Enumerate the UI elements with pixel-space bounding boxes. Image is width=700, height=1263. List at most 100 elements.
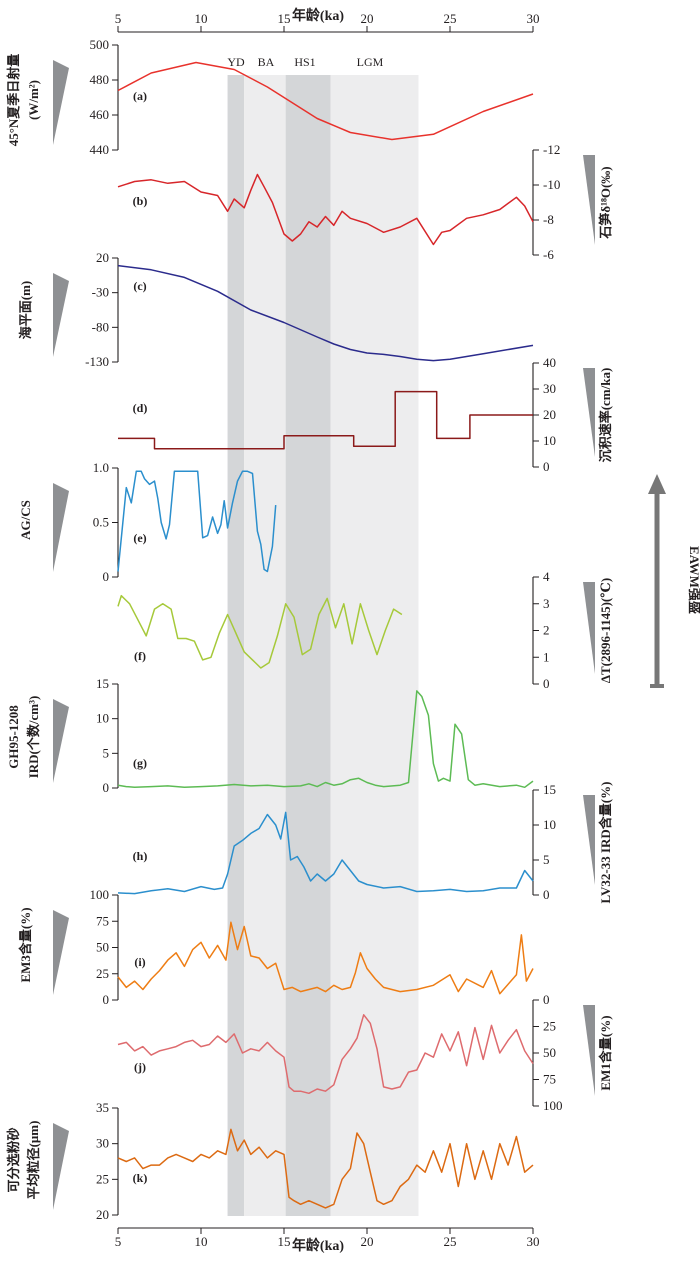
panel-label-k: (k): [133, 1171, 148, 1185]
band-label-ba: BA: [258, 55, 275, 69]
y-tick-label-k: 35: [96, 1100, 109, 1115]
panel-label-i: (i): [134, 955, 145, 969]
panel-label-g: (g): [133, 756, 147, 770]
y-tick-label-c: -80: [92, 319, 109, 334]
y-tick-label-h: 15: [543, 782, 556, 797]
trend-wedge-h: [583, 795, 595, 885]
series-line-d: [118, 390, 533, 450]
band-label-hs1: HS1: [294, 55, 315, 69]
y-tick-label-j: 75: [543, 1072, 556, 1087]
eawm-arrow-head: [648, 474, 666, 494]
panel-e: 0 0.5 1.0 (e) AG/CS: [18, 460, 277, 584]
top-x-tick-label: 10: [195, 11, 208, 26]
y-tick-label-g: 5: [103, 745, 110, 760]
series-line-g: [117, 690, 534, 789]
y-axis-title-2-a: (W/m²): [26, 80, 41, 120]
y-axis-title-b: 石笋δ¹⁸O(‰): [598, 166, 613, 239]
y-tick-label-d: 10: [543, 433, 556, 448]
trend-wedge-b: [583, 155, 595, 245]
y-tick-label-i: 100: [90, 887, 110, 902]
y-tick-label-j: 100: [543, 1098, 563, 1113]
series-line-k: [117, 1128, 534, 1209]
y-tick-label-b: -6: [543, 247, 554, 262]
band-ba: [244, 75, 286, 1216]
y-tick-label-d: 20: [543, 407, 556, 422]
y-tick-label-j: 25: [543, 1019, 556, 1034]
trend-wedge-i: [53, 910, 69, 995]
series-line-b: [117, 173, 534, 246]
y-tick-label-a: 460: [90, 107, 110, 122]
series-line-f: [117, 594, 403, 669]
panel-label-c: (c): [133, 279, 146, 293]
y-tick-label-c: 20: [96, 250, 109, 265]
top-x-tick-label: 20: [361, 11, 374, 26]
y-tick-label-k: 30: [96, 1136, 109, 1151]
panel-g: 0 5 10 15 (g) GH95-1208 IRD(个数/cm³): [6, 676, 534, 795]
eawm-arrow: EAWM强盛: [648, 474, 700, 688]
y-axis-title-j: EM1含量(%): [598, 1015, 613, 1090]
y-tick-label-f: 2: [543, 623, 550, 638]
y-tick-label-i: 75: [96, 913, 109, 928]
y-tick-label-a: 480: [90, 72, 110, 87]
age-axes: 5 10 15 20 25 30 5 10 15 20 25 30: [115, 11, 540, 1249]
top-x-axis-title: 年龄(ka): [292, 7, 344, 24]
y-axis-title-h: LV32-33 IRD含量(%): [598, 782, 613, 904]
panel-label-b: (b): [133, 194, 148, 208]
y-tick-label-g: 0: [103, 780, 110, 795]
y-tick-label-e: 0.5: [93, 515, 109, 530]
panel-h: 0 5 10 15 (h) LV32-33 IRD含量(%): [117, 782, 613, 904]
trend-wedge-f: [583, 582, 595, 674]
y-axis-title-f: ΔT(2896-1145)(℃): [598, 578, 613, 683]
series-line-h: [117, 811, 534, 895]
series-line-a: [117, 61, 534, 141]
trend-wedge-j: [583, 1005, 595, 1096]
y-axis-title-i: EM3含量(%): [18, 907, 33, 982]
trend-wedge-k: [53, 1123, 69, 1210]
y-tick-label-a: 500: [90, 37, 110, 52]
panel-j: 0 25 50 75 100 (j) EM1含量(%): [117, 992, 613, 1113]
y-axis-title-g: GH95-1208: [6, 705, 21, 769]
y-tick-label-j: 50: [543, 1045, 556, 1060]
panel-label-a: (a): [133, 89, 147, 103]
y-tick-label-c: -130: [85, 354, 109, 369]
y-tick-label-h: 5: [543, 852, 550, 867]
y-axis-title-d: 沉积速率(cm/ka): [598, 368, 613, 463]
bottom-x-tick-label: 30: [527, 1234, 540, 1249]
bottom-x-tick-label: 25: [444, 1234, 457, 1249]
panel-label-f: (f): [134, 649, 146, 663]
bottom-x-tick-label: 20: [361, 1234, 374, 1249]
y-tick-label-f: 3: [543, 596, 550, 611]
top-x-tick-label: 15: [278, 11, 291, 26]
panel-b: -12 -10 -8 -6 (b) 石笋δ¹⁸O(‰): [117, 142, 613, 262]
y-tick-label-e: 0: [103, 569, 110, 584]
panel-f: 0 1 2 3 4 (f) ΔT(2896-1145)(℃): [117, 569, 613, 691]
eawm-label: EAWM强盛: [687, 546, 700, 614]
y-tick-label-h: 10: [543, 817, 556, 832]
series-line-i: [117, 921, 534, 995]
y-tick-label-i: 0: [103, 992, 110, 1007]
top-x-tick-label: 5: [115, 11, 122, 26]
y-tick-label-g: 15: [96, 676, 109, 691]
y-tick-label-i: 25: [96, 966, 109, 981]
panel-d: 0 10 20 30 40 (d) 沉积速率(cm/ka): [118, 355, 613, 474]
series-line-c: [117, 264, 534, 362]
series-line-e: [117, 470, 277, 573]
y-tick-label-h: 0: [543, 887, 550, 902]
panel-a: 440 460 480 500 (a) 45°N夏季日射量 (W/m²): [6, 37, 534, 157]
panel-i: 0 25 50 75 100 (i) EM3含量(%): [18, 887, 534, 1007]
y-tick-label-d: 40: [543, 355, 556, 370]
top-x-tick-label: 30: [527, 11, 540, 26]
y-tick-label-d: 0: [543, 459, 550, 474]
panel-label-e: (e): [133, 531, 146, 545]
y-axis-title-c: 海平面(m): [18, 281, 33, 340]
y-tick-label-e: 1.0: [93, 460, 109, 475]
panel-k: 20 25 30 35 (k) 可分选粉砂 平均粒径(μm): [6, 1100, 534, 1222]
trend-wedge-g: [53, 699, 69, 783]
bottom-x-tick-label: 15: [278, 1234, 291, 1249]
y-tick-label-a: 440: [90, 142, 110, 157]
y-tick-label-b: -12: [543, 142, 560, 157]
y-tick-label-f: 1: [543, 649, 550, 664]
panel-label-h: (h): [133, 849, 148, 863]
